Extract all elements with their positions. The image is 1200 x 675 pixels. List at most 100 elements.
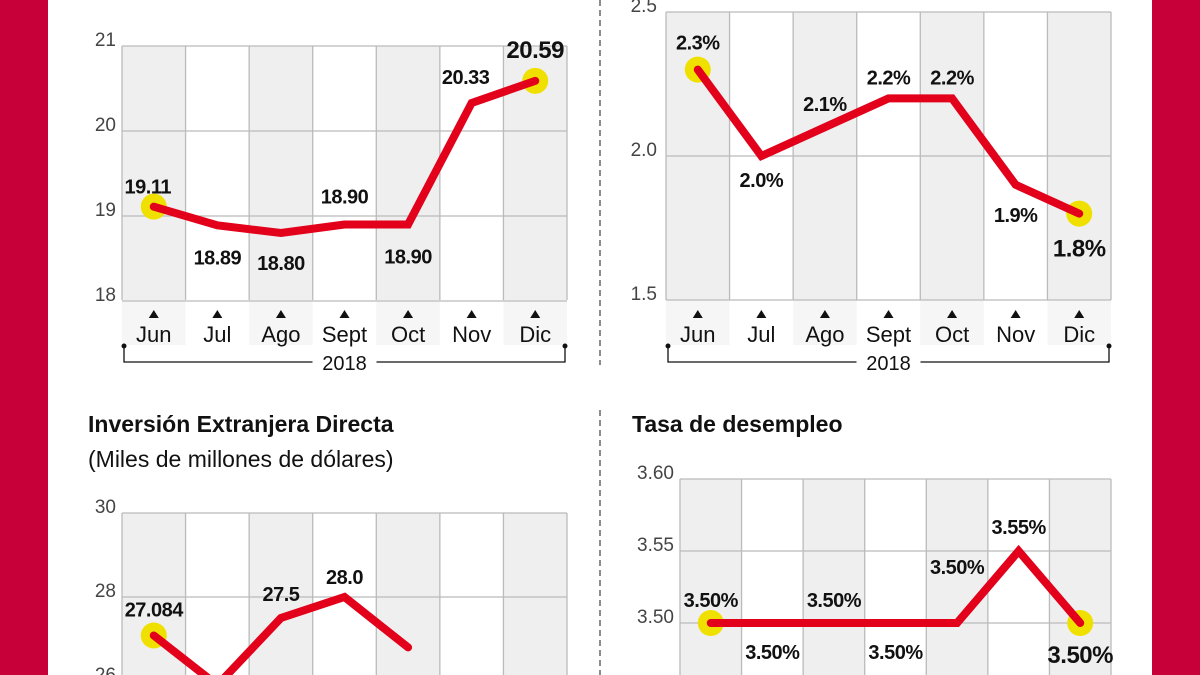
y-tick-label: 20 <box>95 115 116 136</box>
chart-1: 2.5 2.0 1.5 Jun Jul Ago Sept Oct Nov Dic 2018 2.3% 2… <box>631 0 1112 375</box>
column-shade-fade <box>666 300 730 345</box>
data-point <box>832 622 835 624</box>
data-label: 28.0 <box>326 567 363 589</box>
data-label: 20.59 <box>506 37 564 64</box>
x-axis-label: 2018 <box>322 353 367 375</box>
right-red-border <box>1152 0 1200 675</box>
data-label: 1.8% <box>1053 236 1106 263</box>
y-tick-label: 2.5 <box>631 0 657 17</box>
column-shade <box>249 46 313 300</box>
y-tick-label: 19 <box>95 200 116 221</box>
data-label: 19.11 <box>125 177 172 199</box>
x-tick-label: Ago <box>261 322 300 347</box>
bracket-dot <box>665 343 671 349</box>
bracket-dot <box>1106 343 1112 349</box>
data-label: 27.5 <box>262 584 299 606</box>
data-label: 18.89 <box>194 247 242 269</box>
data-point <box>771 622 774 624</box>
column-shade-fade <box>503 300 567 345</box>
bracket-dot <box>562 343 568 349</box>
x-tick-label: Jul <box>203 322 231 347</box>
y-tick-label: 3.60 <box>637 463 674 484</box>
column-shade <box>926 479 988 675</box>
x-tick-label: Ago <box>805 322 844 347</box>
month-tick-triangle-icon <box>819 310 830 318</box>
x-tick-label: Sept <box>322 322 367 347</box>
column-shade <box>122 46 186 300</box>
month-tick-triangle-icon <box>339 310 350 318</box>
month-tick-triangle-icon <box>212 310 223 318</box>
data-point <box>152 205 155 208</box>
data-label: 2.3% <box>676 33 720 55</box>
data-point <box>709 622 712 624</box>
data-point <box>279 232 282 234</box>
data-point <box>1078 212 1081 215</box>
y-tick-label: 2.0 <box>631 140 657 161</box>
x-axis-label: 2018 <box>866 353 911 375</box>
month-tick-triangle-icon <box>1074 310 1085 318</box>
data-label: 2.2% <box>930 67 974 89</box>
month-tick-triangle-icon <box>883 310 894 318</box>
chart-3: Tasa de desempleo 3.60 3.55 3.50 3.50% 3.50% 3… <box>632 411 1114 675</box>
year-bracket <box>667 346 1110 363</box>
bracket-dot <box>121 343 127 349</box>
data-label: 3.50% <box>807 590 862 612</box>
month-tick-triangle-icon <box>947 310 958 318</box>
chart-title: Inversión Extranjera Directa <box>88 411 394 437</box>
month-tick-triangle-icon <box>692 310 703 318</box>
data-point <box>152 634 155 637</box>
series-line <box>149 76 540 238</box>
column-shade-fade <box>122 300 186 345</box>
data-label: 3.50% <box>1047 642 1113 669</box>
x-tick-label: Dic <box>1063 322 1095 347</box>
column-shade <box>803 479 865 675</box>
data-point <box>956 622 959 624</box>
data-label: 3.50% <box>930 557 985 579</box>
data-label: 1.9% <box>994 205 1038 227</box>
data-point <box>696 68 699 71</box>
year-bracket <box>123 346 566 363</box>
data-point <box>407 223 410 226</box>
x-tick-label: Oct <box>391 322 425 347</box>
data-point <box>279 617 282 619</box>
column-shade <box>680 479 742 675</box>
column-shade <box>1049 479 1111 675</box>
data-point <box>470 101 473 104</box>
column-shade <box>503 513 567 675</box>
left-red-border <box>0 0 48 675</box>
column-shade-fade <box>793 300 857 345</box>
month-tick-triangle-icon <box>1010 310 1021 318</box>
data-point <box>534 79 537 82</box>
data-label: 3.50% <box>745 642 800 664</box>
data-point <box>760 155 763 157</box>
x-tick-label: Jul <box>747 322 775 347</box>
data-label: 3.55% <box>992 517 1047 539</box>
data-point <box>1079 622 1082 624</box>
chart-title: Tasa de desempleo <box>632 411 843 437</box>
data-point <box>1014 183 1017 186</box>
data-point <box>343 596 346 598</box>
column-shade-fade <box>920 300 984 345</box>
data-label: 2.1% <box>803 94 847 116</box>
y-tick-label: 3.55 <box>637 535 674 556</box>
data-point <box>951 97 954 100</box>
month-tick-triangle-icon <box>403 310 414 318</box>
y-tick-label: 18 <box>95 285 116 306</box>
data-label: 2.0% <box>740 170 784 192</box>
data-label: 3.50% <box>684 590 739 612</box>
y-tick-label: 26 <box>95 665 116 675</box>
month-tick-triangle-icon <box>148 310 159 318</box>
data-label: 20.33 <box>442 67 490 89</box>
x-tick-label: Oct <box>935 322 969 347</box>
x-tick-label: Dic <box>519 322 551 347</box>
charts: 21 20 19 18 Jun Jul Ago Sept Oct Nov Dic 2018 19.11 1… <box>88 0 1114 675</box>
column-shade <box>376 46 440 300</box>
y-tick-label: 3.50 <box>637 607 674 628</box>
column-shade-fade <box>249 300 313 345</box>
column-shade-fade <box>1047 300 1111 345</box>
data-point <box>887 97 890 100</box>
x-tick-label: Jun <box>680 322 715 347</box>
data-label: 3.50% <box>868 642 923 664</box>
data-point <box>343 223 346 226</box>
